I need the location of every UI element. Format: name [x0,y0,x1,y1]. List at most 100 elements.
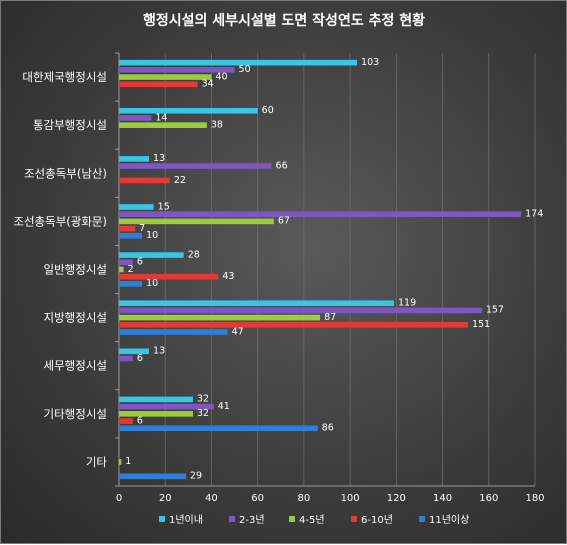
bar [119,252,184,258]
bar [119,67,235,73]
x-tick-label: 120 [387,493,406,504]
data-label: 6 [137,257,143,268]
bar [119,59,358,66]
data-label: 13 [153,153,165,164]
x-tick-label: 60 [251,493,264,504]
data-label: 86 [322,423,334,434]
data-label: 28 [188,249,200,260]
x-tick-label: 80 [298,493,311,504]
data-label: 174 [525,208,543,219]
bar [119,403,214,410]
legend-swatch [229,516,235,522]
bar [119,211,522,217]
bar [119,163,272,169]
bar [119,418,133,424]
bar [119,218,274,225]
legend-swatch [351,516,357,522]
data-label: 151 [472,319,490,330]
y-category-label: 기타 [86,455,108,469]
data-label: 14 [155,112,167,123]
data-label: 10 [146,278,158,289]
data-label: 38 [211,119,223,130]
y-category-label: 기타행정시설 [44,407,107,421]
data-label: 103 [361,57,379,68]
bar [119,81,198,88]
bar [119,204,154,210]
y-category-label: 조선총독부(남산) [24,166,107,180]
bar [119,329,228,335]
bar [119,281,143,287]
y-category-label: 조선총독부(광화문) [13,214,107,228]
data-labels: 1035040346014381366221517467710286243101… [125,57,543,482]
bar [119,348,150,355]
bar [119,74,212,80]
legend: 1년이내 2-3년 4-5년 6-10년 11년이상 [159,514,469,526]
data-label: 67 [278,216,290,227]
data-label: 32 [197,408,209,419]
bar [119,307,482,314]
bar [119,314,321,321]
data-label: 87 [324,312,336,323]
x-tick-label: 180 [525,493,544,504]
legend-label: 2-3년 [239,514,265,526]
y-category-label: 세무행정시설 [44,359,107,373]
legend-label: 11년이상 [429,514,469,526]
legend-item: 4-5년 [289,514,325,526]
data-label: 15 [158,201,170,212]
y-category-label: 통감부행정시설 [33,118,107,132]
bar [119,459,122,465]
data-label: 22 [174,175,186,186]
chart-title: 행정시설의 세부시설별 도면 작성연도 추정 현황 [143,12,425,29]
bar [119,411,193,417]
bar [119,355,133,362]
data-label: 10 [146,230,158,241]
bar [119,300,395,307]
bar [119,232,143,239]
y-category-label: 지방행정시설 [44,311,107,325]
bar [119,259,133,266]
data-label: 1 [125,456,131,467]
legend-label: 4-5년 [299,514,325,526]
data-label: 32 [197,394,209,405]
bar [119,322,468,328]
data-label: 50 [239,64,251,75]
axes: 0 20 40 60 80 100 120 140 160 180대한제국행정시설통감부행정시설조… [13,52,545,504]
bar [119,122,207,128]
data-label: 47 [232,326,244,337]
data-label: 2 [128,264,134,275]
x-tick-label: 0 [116,493,122,504]
data-label: 40 [215,71,227,82]
bar [119,473,187,480]
gridlines [164,53,536,486]
data-label: 29 [190,471,202,482]
x-tick-label: 160 [479,493,498,504]
bar [119,107,258,114]
legend-label: 6-10년 [361,514,393,526]
bar [119,156,150,162]
legend-label: 1년이내 [169,514,203,526]
legend-item: 1년이내 [159,514,203,526]
x-tick-label: 100 [341,493,360,504]
x-tick-label: 20 [159,493,172,504]
bar [119,425,318,432]
bar [119,273,219,280]
bars [119,59,522,480]
x-tick-label: 40 [205,493,218,504]
x-tick-label: 140 [433,493,452,504]
bar [119,225,136,232]
legend-item: 6-10년 [351,514,393,526]
legend-swatch [289,516,295,522]
y-category-label: 대한제국행정시설 [22,70,107,84]
legend-swatch [419,516,425,522]
data-label: 43 [222,271,234,282]
legend-item: 11년이상 [419,514,469,526]
bar [119,266,124,273]
data-label: 13 [153,346,165,357]
data-label: 157 [486,305,504,316]
bar [119,396,193,403]
data-label: 66 [276,160,288,171]
bar [119,177,170,184]
y-category-label: 일반행정시설 [44,263,107,277]
data-label: 7 [139,223,145,234]
